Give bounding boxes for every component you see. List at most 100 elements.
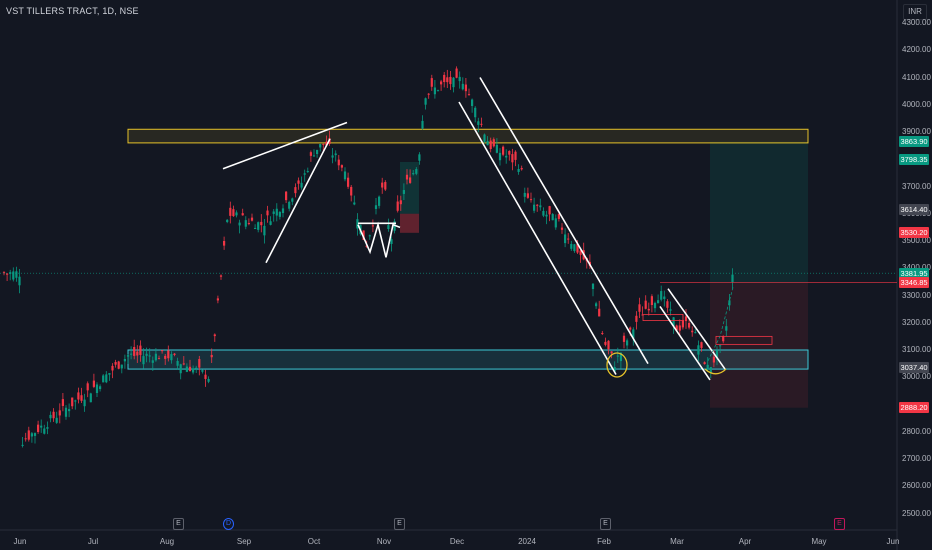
wedge-lower xyxy=(659,305,711,381)
candle-body xyxy=(285,191,288,201)
price-tick-label: 2500.00 xyxy=(902,508,931,518)
candle-body xyxy=(660,291,663,300)
price-tick-label: 3100.00 xyxy=(902,345,931,354)
time-tick-label: Jul xyxy=(87,537,99,546)
candle-body xyxy=(536,204,539,206)
candle-body xyxy=(728,300,731,306)
price-tick-label: 3500.00 xyxy=(902,236,931,245)
candle-body xyxy=(123,359,126,362)
candle-body xyxy=(607,340,610,350)
candle-body xyxy=(40,425,43,428)
candle-body xyxy=(235,212,238,216)
candle-body xyxy=(715,350,719,358)
trendline-upper xyxy=(222,121,348,170)
candle-body xyxy=(657,300,660,304)
candle-body xyxy=(424,98,427,105)
candle-body xyxy=(170,354,173,361)
price-tick-label: 3300.00 xyxy=(902,290,931,300)
candle-body xyxy=(173,353,176,355)
candle-body xyxy=(573,244,576,252)
price-tick-label: 4000.00 xyxy=(902,99,931,109)
candle-body xyxy=(368,235,371,237)
candle-body xyxy=(533,204,536,211)
candle-body xyxy=(111,365,114,371)
candle-body xyxy=(167,350,170,359)
channel-lower xyxy=(458,101,617,375)
candle-body xyxy=(629,327,632,330)
candle-body xyxy=(99,386,102,390)
candle-body xyxy=(77,392,80,400)
candle-body xyxy=(306,171,309,173)
candle-body xyxy=(709,367,712,373)
candle-body xyxy=(458,76,461,82)
candle-body xyxy=(37,424,40,432)
candle-body xyxy=(362,230,365,240)
candle-body xyxy=(387,225,390,230)
candle-body xyxy=(6,273,9,275)
candle-body xyxy=(294,187,297,194)
price-tag: 3037.40 xyxy=(899,361,929,373)
candle-body xyxy=(638,304,641,312)
order-box-2 xyxy=(642,314,684,321)
candle-body xyxy=(678,325,681,331)
candle-body xyxy=(142,356,145,365)
candle-body xyxy=(303,173,306,175)
candle-body xyxy=(706,364,709,370)
candle-body xyxy=(130,353,133,355)
candle-body xyxy=(619,352,622,362)
candle-body xyxy=(263,225,266,236)
candle-body xyxy=(188,366,192,372)
candle-body xyxy=(272,211,275,214)
candle-body xyxy=(89,393,92,403)
candle-body xyxy=(539,205,542,208)
candle-body xyxy=(219,275,223,277)
candle-body xyxy=(226,219,229,223)
candle-body xyxy=(688,322,691,328)
candle-body xyxy=(151,360,154,363)
candle-body xyxy=(213,334,216,337)
earnings-marker[interactable]: E xyxy=(394,518,405,530)
candle-body xyxy=(18,276,21,286)
price-tag: 3530.20 xyxy=(899,227,929,239)
candle-body xyxy=(415,169,418,174)
candle-body xyxy=(443,74,446,83)
short-position-profit-zone xyxy=(400,161,419,214)
earnings-marker[interactable]: E xyxy=(600,518,611,530)
dividend-marker[interactable]: D xyxy=(223,518,234,530)
earnings-marker[interactable]: E xyxy=(834,518,845,530)
currency-button[interactable]: INR xyxy=(903,4,927,20)
candle-body xyxy=(207,378,210,382)
candle-body xyxy=(275,208,278,216)
candle-body xyxy=(232,209,235,217)
candle-body xyxy=(498,152,502,161)
candle-body xyxy=(502,146,505,155)
candle-body xyxy=(412,173,415,175)
candle-body xyxy=(483,134,486,142)
candle-body xyxy=(471,99,474,107)
time-tick-label: Aug xyxy=(159,537,175,546)
candle-body xyxy=(353,202,356,205)
candle-body xyxy=(647,308,650,311)
candle-body xyxy=(378,196,381,206)
candle-body xyxy=(381,182,384,188)
candle-body xyxy=(347,177,350,187)
candle-body xyxy=(681,320,684,328)
candle-body xyxy=(182,363,185,365)
candle-body xyxy=(613,366,616,372)
candle-body xyxy=(452,77,455,88)
candle-body xyxy=(114,362,117,365)
candle-body xyxy=(517,168,520,172)
candle-body xyxy=(247,223,250,225)
price-tick-label: 2600.00 xyxy=(902,481,931,491)
candle-body xyxy=(15,271,18,278)
highlight-curve xyxy=(704,368,727,375)
earnings-marker[interactable]: E xyxy=(173,518,184,530)
candle-body xyxy=(337,159,340,166)
price-tick-label: 4100.00 xyxy=(902,72,931,82)
candle-body xyxy=(201,370,204,372)
candle-body xyxy=(322,143,325,145)
candle-body xyxy=(250,217,254,221)
candle-body xyxy=(238,222,241,226)
candle-body xyxy=(567,238,570,240)
